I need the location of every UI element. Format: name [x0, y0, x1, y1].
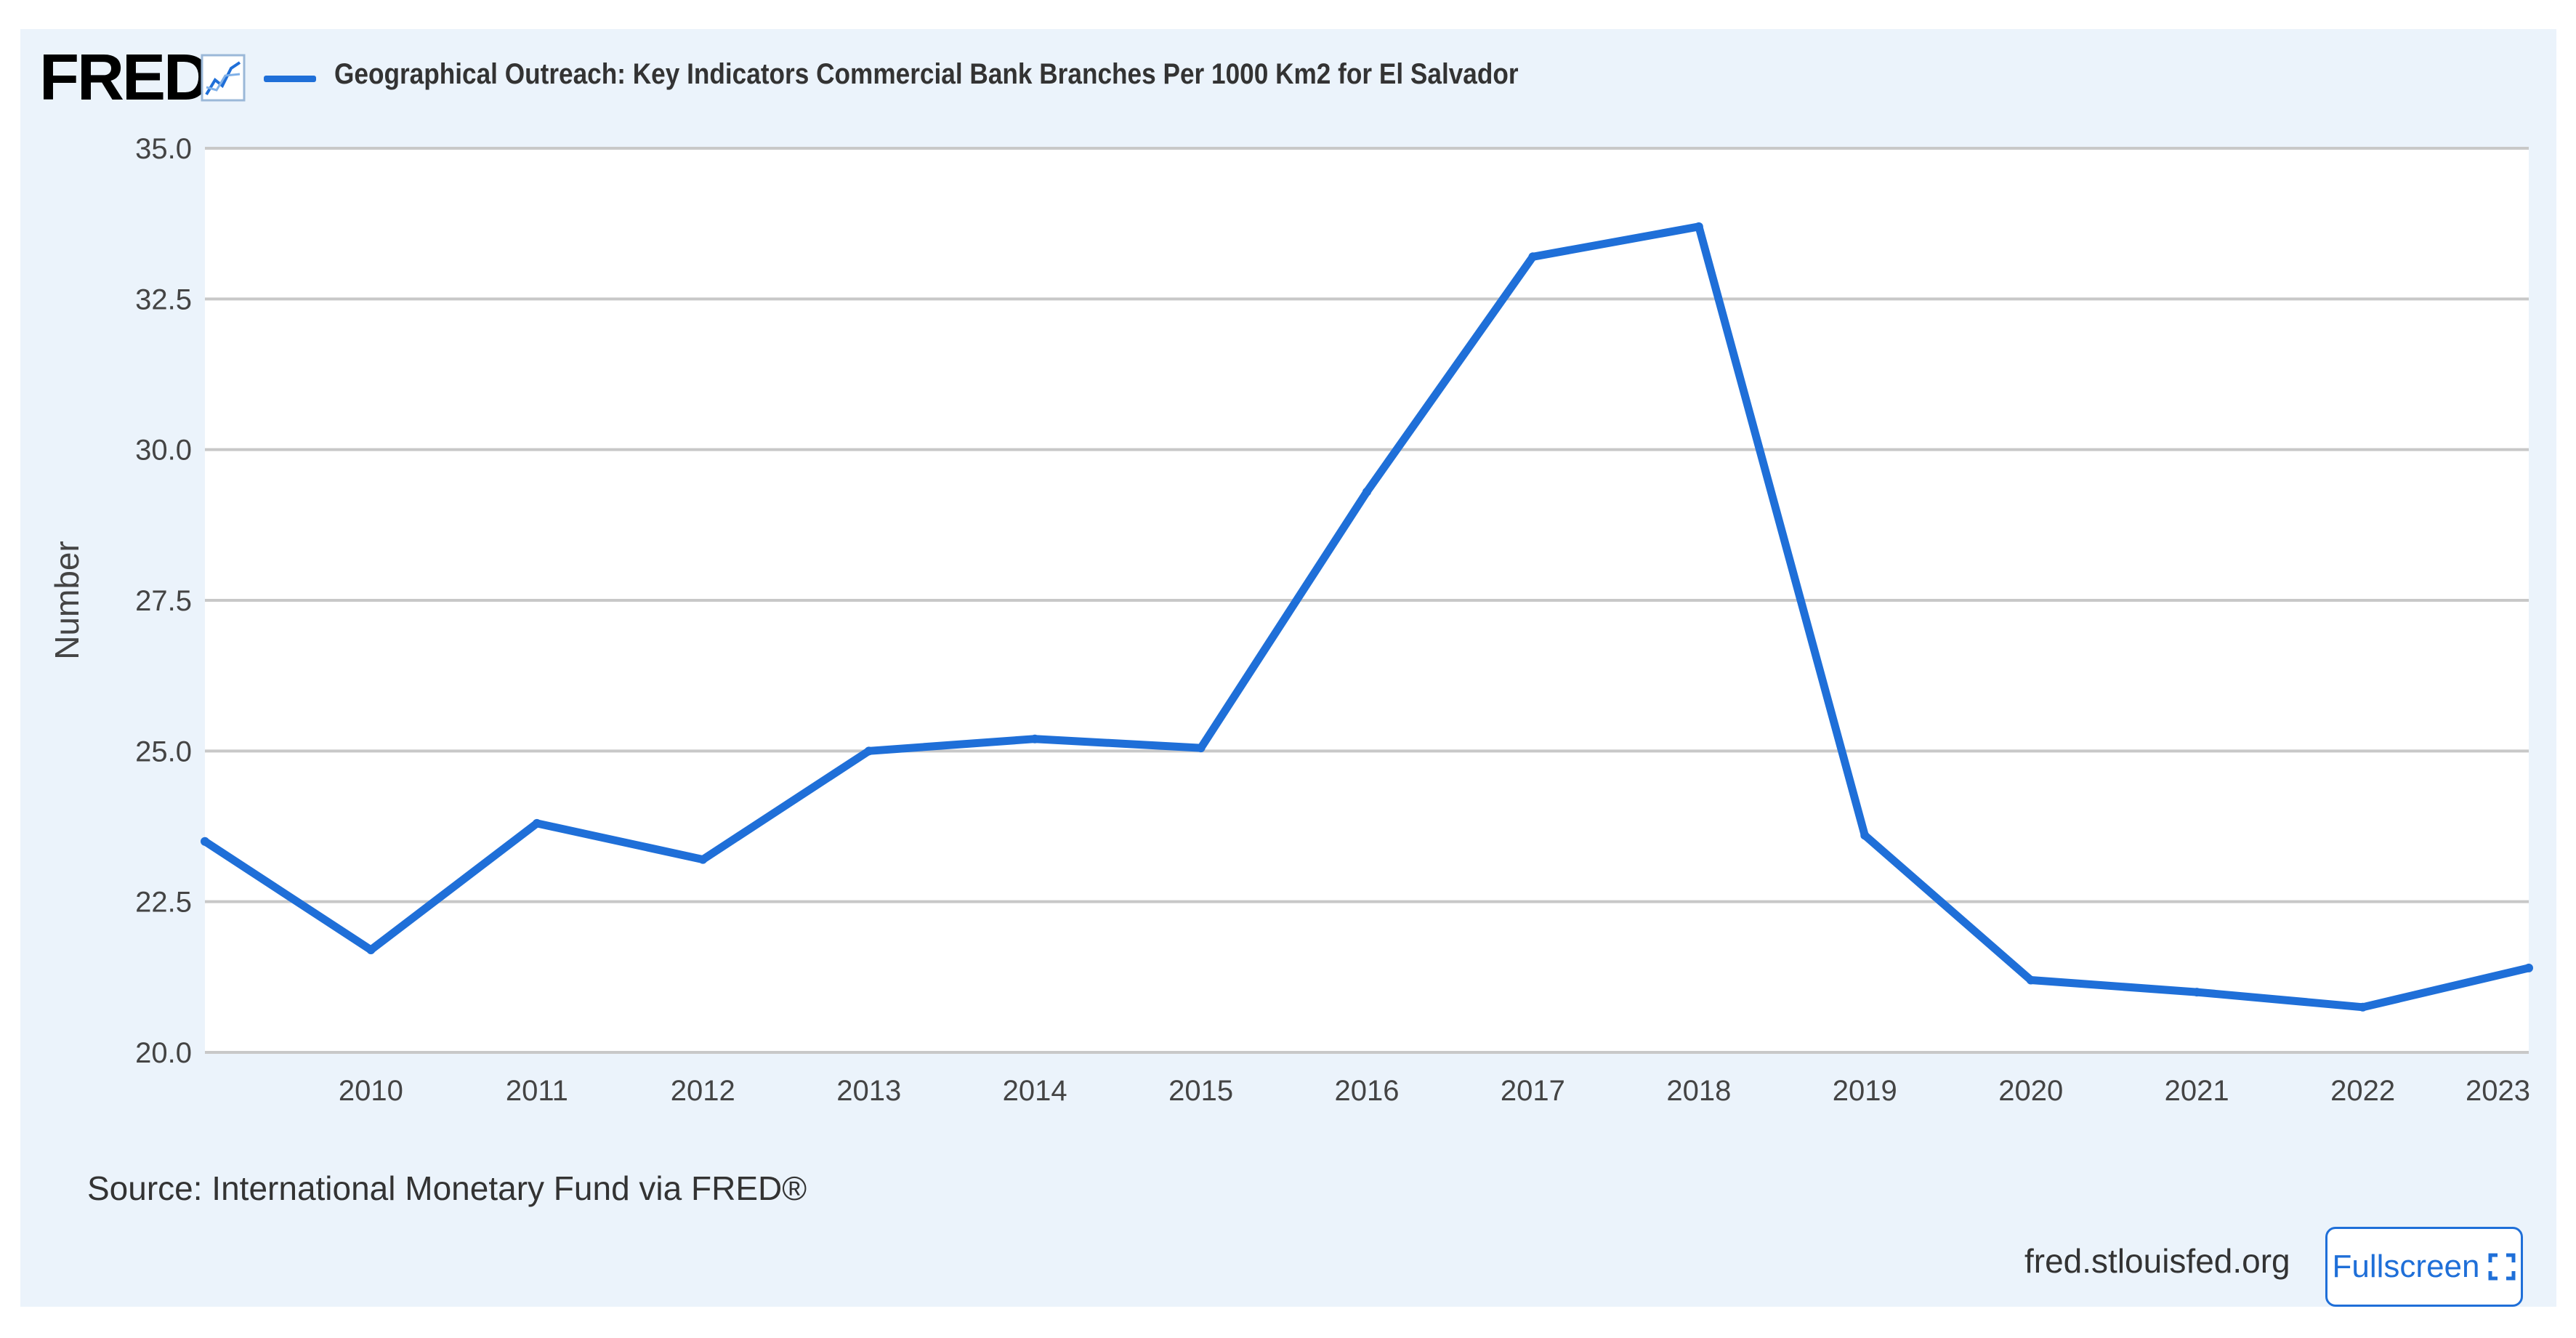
- fullscreen-label: Fullscreen: [2332, 1249, 2480, 1284]
- y-tick-label: 22.5: [135, 887, 192, 919]
- y-tick-label: 30.0: [135, 435, 192, 467]
- data-point[interactable]: [1196, 743, 1206, 753]
- chart-canvas: 20.022.525.027.530.032.535.0 2010 2011 201…: [48, 133, 2533, 1107]
- data-point[interactable]: [1528, 252, 1538, 262]
- y-tick-label: 27.5: [135, 585, 192, 617]
- x-tick-label: 2020: [1998, 1075, 2063, 1107]
- legend-series-label[interactable]: Geographical Outreach: Key Indicators Co…: [334, 58, 1519, 90]
- fullscreen-icon: [2488, 1253, 2516, 1281]
- data-point[interactable]: [1362, 487, 1371, 496]
- data-point[interactable]: [864, 746, 873, 756]
- data-point[interactable]: [1860, 831, 1870, 840]
- line-graph-icon: [201, 54, 246, 102]
- chart-header: FRED Geographical Outreach: Key Indicato…: [20, 29, 2556, 138]
- data-point[interactable]: [1694, 222, 1703, 231]
- x-axis-ticks: 2010 2011 2012 2013 2014 2015 2016 2017 2018 2019…: [339, 1075, 2530, 1107]
- data-point[interactable]: [2026, 975, 2035, 985]
- legend-swatch: [264, 76, 316, 82]
- data-point[interactable]: [2358, 1002, 2367, 1012]
- x-tick-label: 2013: [836, 1075, 901, 1107]
- y-tick-label: 25.0: [135, 736, 192, 767]
- x-tick-label: 2016: [1335, 1075, 1400, 1107]
- x-tick-label: 2018: [1666, 1075, 1731, 1107]
- source-note: Source: International Monetary Fund via …: [87, 1169, 807, 1207]
- x-tick-label: 2021: [2165, 1075, 2229, 1107]
- data-point[interactable]: [2524, 963, 2533, 972]
- site-link[interactable]: fred.stlouisfed.org: [2024, 1242, 2290, 1280]
- x-tick-label: 2022: [2330, 1075, 2395, 1107]
- x-tick-label: 2014: [1003, 1075, 1067, 1107]
- x-tick-label: 2017: [1501, 1075, 1565, 1107]
- fullscreen-button[interactable]: Fullscreen: [2325, 1227, 2523, 1307]
- data-point[interactable]: [698, 855, 708, 864]
- fred-logo[interactable]: FRED: [39, 41, 211, 114]
- y-axis-label: Number: [48, 541, 86, 660]
- y-axis-ticks: 20.0 22.5 25.0 27.5 30.0 32.5 35.0: [135, 133, 192, 1069]
- y-tick-label: 35.0: [135, 133, 192, 165]
- data-point[interactable]: [201, 837, 209, 846]
- data-point[interactable]: [2192, 988, 2202, 997]
- y-tick-label: 32.5: [135, 283, 192, 315]
- y-tick-label: 20.0: [135, 1037, 192, 1069]
- x-tick-label: 2010: [339, 1075, 403, 1107]
- x-tick-label: 2015: [1168, 1075, 1233, 1107]
- x-tick-label: 2011: [506, 1075, 568, 1107]
- chart-frame: 20.0 22.5 25.0 27.5 30.0 32.5 35.0 2010 2011 201…: [20, 29, 2556, 1307]
- x-tick-label: 2019: [1833, 1075, 1897, 1107]
- gridlines: [205, 147, 2529, 1054]
- data-point[interactable]: [1030, 734, 1040, 743]
- data-point[interactable]: [532, 818, 541, 828]
- x-tick-label: 2012: [671, 1075, 735, 1107]
- x-tick-label: 2023: [2466, 1075, 2530, 1107]
- series-layer: [201, 222, 2533, 1012]
- data-point[interactable]: [366, 946, 376, 955]
